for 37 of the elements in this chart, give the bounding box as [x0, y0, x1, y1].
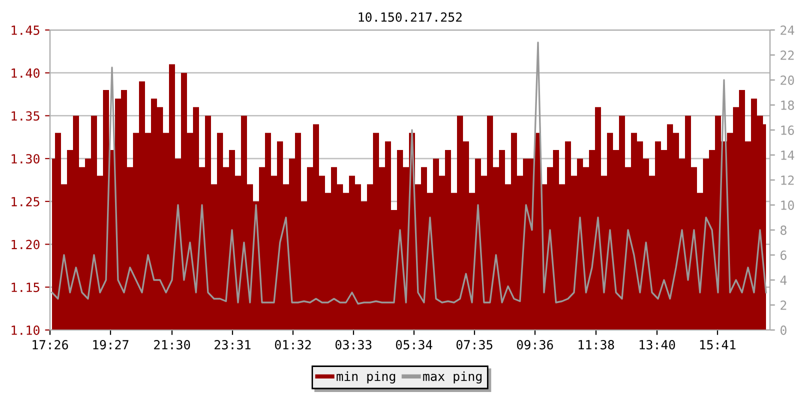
y2-tick-label: 0 — [780, 326, 786, 335]
x-tick-label: 19:27 — [93, 340, 128, 350]
y2-tick-label: 22 — [780, 50, 794, 60]
x-tick-label: 07:35 — [456, 340, 492, 350]
x-tick-label: 11:38 — [578, 340, 614, 350]
y2-tick-label: 4 — [780, 276, 787, 285]
y-tick-label: 1.25 — [12, 196, 40, 206]
y2-tick-label: 10 — [781, 200, 794, 210]
x-tick-label: 09:36 — [517, 340, 554, 350]
y-tick-label: 1.30 — [12, 154, 40, 164]
y2-tick-label: 20 — [780, 76, 794, 85]
x-tick-label: 23:31 — [214, 340, 250, 350]
chart-title: 10.150.217.252 — [358, 12, 462, 22]
y-tick-label: 1.45 — [12, 26, 40, 35]
legend-label: min ping — [336, 371, 396, 384]
y2-tick-label: 14 — [781, 150, 794, 160]
x-tick-label: 03:33 — [336, 340, 372, 350]
y2-tick-label: 2 — [780, 300, 786, 310]
y2-tick-label: 6 — [780, 250, 786, 260]
y-tick-label: 1.10 — [12, 326, 40, 335]
x-tick-label: 05:34 — [396, 340, 432, 350]
y2-tick-label: 12 — [781, 176, 794, 185]
y2-tick-label: 16 — [781, 126, 794, 135]
y2-tick-label: 18 — [781, 100, 794, 110]
y-tick-label: 1.35 — [12, 111, 40, 121]
x-tick-label: 15:41 — [700, 340, 736, 350]
x-tick-label: 13:40 — [640, 340, 676, 350]
legend-label: max ping — [423, 371, 482, 384]
y2-tick-label: 8 — [780, 226, 786, 235]
y-tick-label: 1.15 — [12, 282, 40, 292]
x-tick-label: 17:26 — [32, 340, 68, 350]
y-tick-label: 1.20 — [12, 240, 40, 250]
line-series — [51, 42, 767, 305]
x-tick-label: 21:30 — [154, 340, 190, 350]
y2-tick-label: 24 — [780, 26, 794, 35]
y-tick-label: 1.40 — [12, 68, 40, 78]
x-tick-label: 01:32 — [275, 340, 311, 350]
